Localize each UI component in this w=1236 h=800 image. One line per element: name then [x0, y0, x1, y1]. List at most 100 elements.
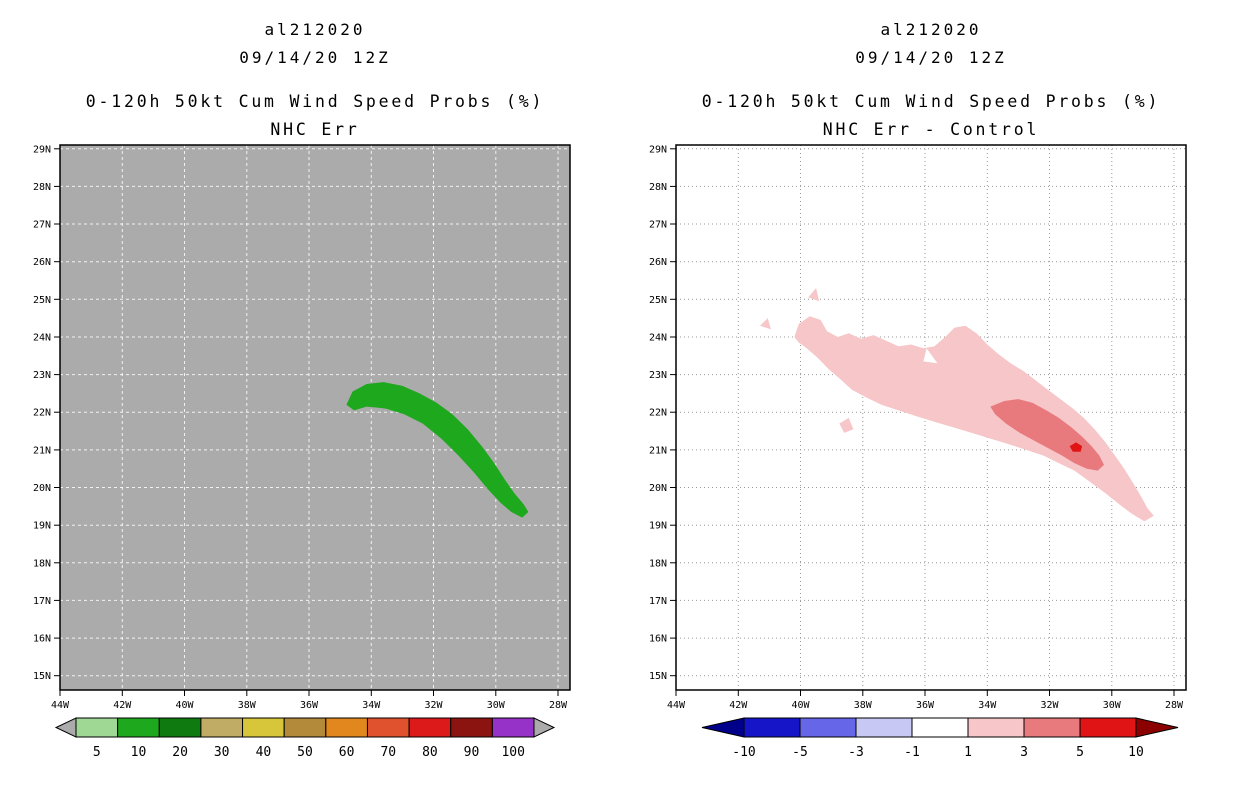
colorbar-label: 40: [256, 745, 272, 760]
lat-tick-label: 17N: [649, 596, 667, 607]
colorbar-label: 80: [422, 745, 438, 760]
colorbar-left-arrow: [701, 717, 745, 738]
lon-tick-label: 42W: [113, 700, 132, 711]
lat-tick-label: 29N: [649, 144, 667, 155]
lat-tick-label: 27N: [33, 220, 51, 231]
lat-tick-label: 23N: [649, 370, 667, 381]
lat-tick-label: 18N: [33, 558, 51, 569]
region-diff-plus5to10: [1069, 442, 1083, 452]
lon-tick-label: 28W: [549, 700, 568, 711]
lon-tick-label: 28W: [1165, 700, 1184, 711]
region-diff-neutral-notch: [923, 348, 938, 364]
lon-tick-label: 40W: [791, 700, 810, 711]
colorbar-segment: [242, 717, 285, 738]
lat-tick-label: 21N: [33, 445, 51, 456]
colorbar-segment: [1023, 717, 1081, 738]
colorbar-segment: [450, 717, 493, 738]
colorbar-segment: [325, 717, 368, 738]
lat-tick-label: 15N: [33, 671, 51, 682]
lat-tick-label: 22N: [649, 408, 667, 419]
colorbar-label: 5: [93, 745, 101, 760]
colorbar-label: 50: [297, 745, 313, 760]
colorbar-label: -3: [848, 745, 864, 760]
colorbar-label: 10: [131, 745, 147, 760]
chart-subtitle: NHC Err - Control: [822, 120, 1040, 139]
lon-tick-label: 38W: [854, 700, 873, 711]
lat-tick-label: 19N: [33, 521, 51, 532]
colorbar-segment: [743, 717, 801, 738]
lat-tick-label: 28N: [33, 182, 51, 193]
init-time: 09/14/20 12Z: [855, 48, 1007, 67]
lon-tick-label: 32W: [424, 700, 443, 711]
region-diff-plus1to3-speck-north: [808, 288, 820, 302]
lat-tick-label: 24N: [649, 333, 667, 344]
colorbar-label: 60: [339, 745, 355, 760]
colorbar-label: 30: [214, 745, 230, 760]
colorbar-label: 5: [1076, 745, 1084, 760]
lon-tick-label: 32W: [1040, 700, 1059, 711]
map-background: [60, 145, 570, 690]
map-frame: [59, 144, 571, 691]
region-diff-plus1to3-speck-west: [760, 318, 771, 330]
colorbar-label: 100: [501, 745, 524, 760]
storm-id: al212020: [880, 20, 982, 39]
lat-tick-label: 15N: [649, 671, 667, 682]
lat-tick-label: 19N: [649, 521, 667, 532]
chart-title: 0-120h 50kt Cum Wind Speed Probs (%): [701, 92, 1161, 111]
colorbar-label: 10: [1128, 745, 1144, 760]
lon-tick-label: 34W: [978, 700, 997, 711]
storm-id: al212020: [264, 20, 366, 39]
lat-tick-label: 24N: [33, 333, 51, 344]
colorbar-label: -1: [904, 745, 920, 760]
lat-tick-label: 22N: [33, 408, 51, 419]
colorbar-segment: [408, 717, 452, 738]
lon-tick-label: 30W: [487, 700, 506, 711]
lat-tick-label: 20N: [649, 483, 667, 494]
lat-tick-label: 27N: [649, 220, 667, 231]
colorbar-label: 70: [380, 745, 396, 760]
colorbar-label: 90: [464, 745, 480, 760]
colorbar-segment: [366, 717, 410, 738]
colorbar-segment: [75, 717, 119, 738]
init-time: 09/14/20 12Z: [239, 48, 391, 67]
colorbar-segment: [283, 717, 327, 738]
lat-tick-label: 20N: [33, 483, 51, 494]
lat-tick-label: 17N: [33, 596, 51, 607]
colorbar-segment: [1079, 717, 1137, 738]
region-diff-plus1to3-main: [794, 316, 1154, 522]
colorbar-label: 20: [172, 745, 188, 760]
panel-nhc-err: al212020 09/14/20 12Z 0-120h 50kt Cum Wi…: [33, 20, 571, 760]
chart-subtitle: NHC Err: [270, 120, 360, 139]
lat-tick-label: 16N: [649, 634, 667, 645]
lat-tick-label: 25N: [33, 295, 51, 306]
lat-tick-label: 26N: [649, 257, 667, 268]
region-diff-plus1to3-speck-south: [839, 417, 854, 433]
lon-tick-label: 30W: [1103, 700, 1122, 711]
lat-tick-label: 26N: [33, 257, 51, 268]
colorbar-left-arrow: [54, 717, 77, 738]
probability-diff-map-nhc-err-minus-control: 29N 28N 27N 26N 25N 24N 23N 22N 21N 20N 19N 18N 17N 1…: [649, 144, 1187, 760]
lat-tick-label: 18N: [649, 558, 667, 569]
colorbar-right-arrow: [1135, 717, 1179, 738]
colorbar-segment: [491, 717, 535, 738]
lon-tick-label: 44W: [51, 700, 70, 711]
colorbar-label: 1: [964, 745, 972, 760]
lon-tick-label: 44W: [667, 700, 686, 711]
lon-tick-label: 40W: [175, 700, 194, 711]
chart-title: 0-120h 50kt Cum Wind Speed Probs (%): [85, 92, 545, 111]
colorbar-right-arrow: [533, 717, 556, 738]
colorbar-segment: [117, 717, 160, 738]
lon-tick-label: 42W: [729, 700, 748, 711]
lon-tick-label: 36W: [916, 700, 935, 711]
lat-tick-label: 29N: [33, 144, 51, 155]
colorbar-segment: [200, 717, 244, 738]
lat-tick-label: 28N: [649, 182, 667, 193]
map-frame: [675, 144, 1187, 691]
lon-tick-label: 38W: [238, 700, 257, 711]
colorbar-segment: [911, 717, 969, 738]
colorbar-segment: [967, 717, 1025, 738]
colorbar-label: 3: [1020, 745, 1028, 760]
lat-tick-label: 25N: [649, 295, 667, 306]
lat-tick-label: 21N: [649, 445, 667, 456]
